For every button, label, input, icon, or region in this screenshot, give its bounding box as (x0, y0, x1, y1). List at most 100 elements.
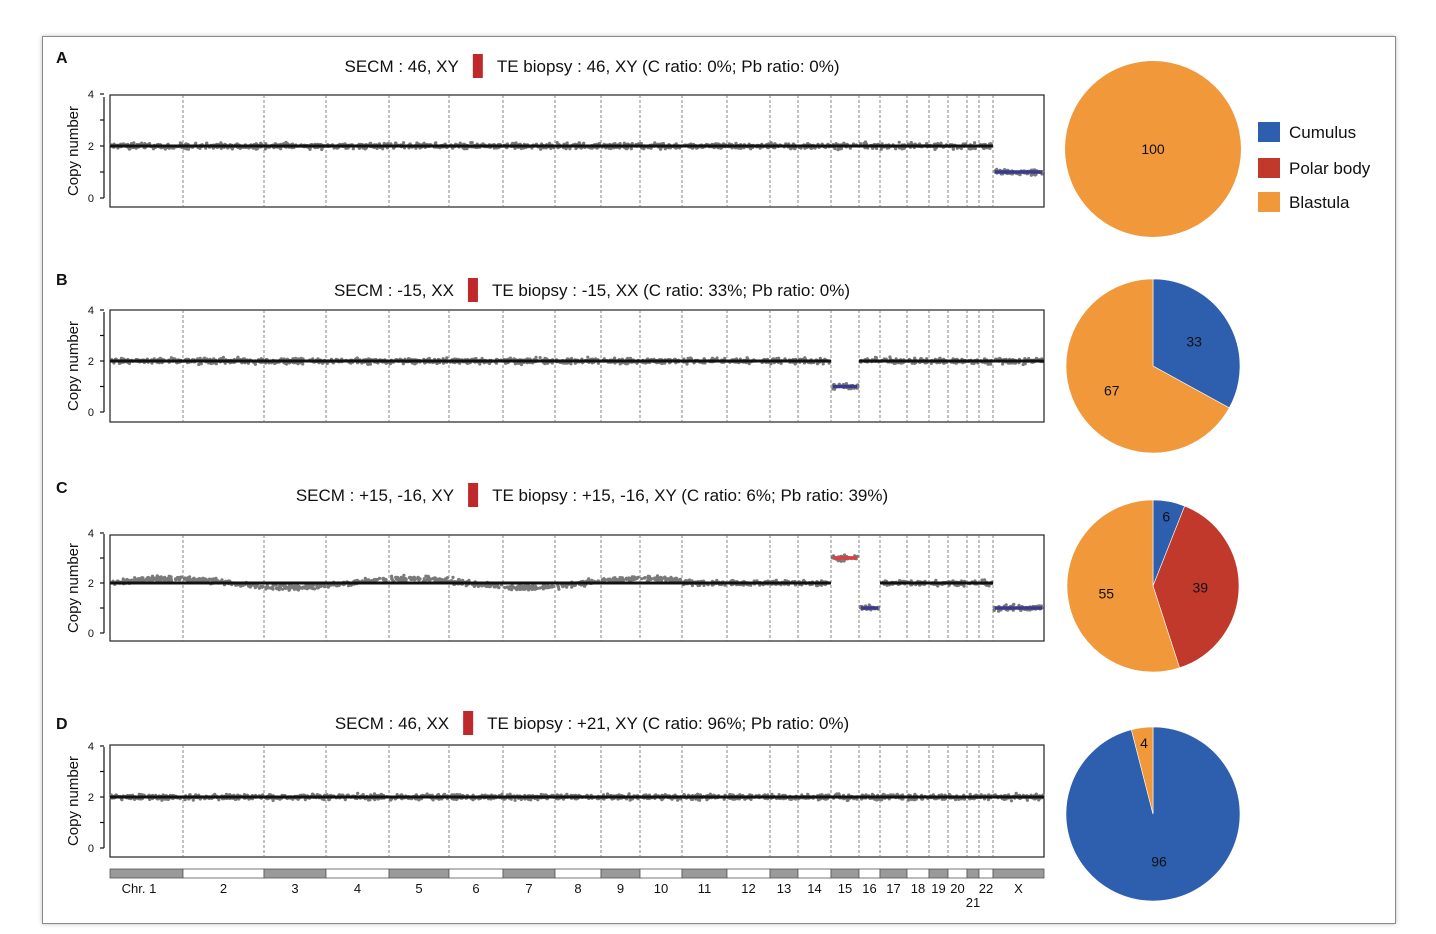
data-point (151, 147, 156, 151)
data-point (663, 575, 667, 579)
data-point (207, 578, 211, 582)
data-point (685, 362, 689, 366)
data-point (427, 356, 431, 360)
data-point (986, 362, 990, 366)
data-point (197, 362, 201, 367)
data-point (327, 584, 331, 588)
data-point (627, 576, 631, 580)
y-tick-label: 2 (88, 578, 94, 590)
data-point (480, 356, 484, 361)
data-point (520, 584, 524, 588)
data-point (253, 362, 257, 366)
data-point (273, 142, 277, 146)
data-point (150, 574, 155, 578)
data-point (287, 586, 291, 590)
data-point (518, 587, 522, 592)
data-point (995, 167, 999, 171)
data-point (538, 586, 542, 590)
data-point (276, 586, 280, 591)
y-tick-label: 4 (88, 528, 94, 540)
y-axis-label: Copy number (65, 321, 82, 411)
data-point (873, 355, 878, 359)
data-point (407, 576, 411, 580)
data-point (171, 357, 175, 361)
data-point (556, 584, 560, 588)
data-point (619, 577, 623, 581)
data-point (803, 356, 807, 360)
data-point (412, 575, 416, 579)
data-point (402, 573, 406, 578)
title-te-biopsy: TE biopsy : +21, XY (C ratio: 96%; Pb ra… (487, 714, 849, 733)
data-point (839, 559, 843, 563)
data-point (629, 147, 633, 151)
data-point (186, 147, 191, 151)
y-tick-label: 0 (88, 407, 94, 419)
data-point (894, 147, 898, 151)
title-te-biopsy: TE biopsy : -15, XX (C ratio: 33%; Pb ra… (492, 281, 850, 300)
data-point (1021, 362, 1025, 367)
data-point (264, 585, 268, 589)
data-point (284, 140, 288, 144)
data-point (600, 578, 605, 582)
data-point (859, 142, 863, 146)
data-point (1012, 602, 1016, 606)
y-tick-label: 2 (88, 356, 94, 368)
data-point (426, 576, 430, 580)
title-secm: SECM : 46, XY (345, 57, 459, 76)
data-point (715, 578, 719, 582)
data-point (650, 577, 654, 581)
data-point (417, 577, 421, 581)
data-point (123, 578, 127, 582)
data-point (539, 147, 543, 151)
data-point (191, 798, 195, 802)
data-point (564, 147, 568, 151)
pie-slice-label: 67 (1104, 382, 1120, 398)
data-point (669, 576, 674, 580)
data-point (150, 577, 154, 581)
data-point (169, 577, 173, 582)
data-point (388, 362, 392, 366)
data-point (582, 141, 586, 145)
data-point (613, 356, 617, 360)
data-point (219, 146, 223, 150)
data-point (973, 141, 977, 145)
data-point (301, 362, 305, 366)
pie-chart: 100 (1065, 61, 1241, 237)
data-point (264, 142, 268, 146)
data-point (279, 147, 283, 151)
y-tick-label: 0 (88, 628, 94, 640)
data-point (982, 578, 987, 582)
data-point (842, 559, 846, 563)
data-point (678, 578, 683, 582)
data-point (472, 584, 476, 589)
data-point (175, 577, 179, 581)
title-separator-marker (467, 278, 478, 302)
pie-slice-label: 33 (1186, 334, 1202, 350)
data-point (657, 576, 661, 580)
data-point (356, 791, 360, 796)
data-point (959, 146, 964, 151)
data-point (292, 587, 297, 591)
plot-frame (109, 744, 1045, 858)
data-point (643, 576, 647, 580)
data-point (180, 575, 184, 579)
pie-chart: 33 67 (1065, 278, 1241, 454)
data-point (278, 584, 282, 588)
data-point (284, 586, 288, 590)
data-point (973, 146, 977, 151)
data-point (544, 585, 548, 590)
data-point (897, 140, 901, 144)
data-point (154, 577, 158, 581)
data-point (263, 147, 267, 151)
title-secm: SECM : +15, -16, XY (296, 486, 454, 505)
data-point (402, 141, 406, 145)
data-point (492, 585, 496, 589)
title-separator-marker (472, 54, 483, 78)
y-tick-label: 2 (88, 792, 94, 804)
data-point (445, 356, 449, 360)
data-point (586, 355, 590, 359)
data-point (624, 577, 628, 581)
data-point (386, 142, 390, 146)
data-point (317, 585, 321, 589)
